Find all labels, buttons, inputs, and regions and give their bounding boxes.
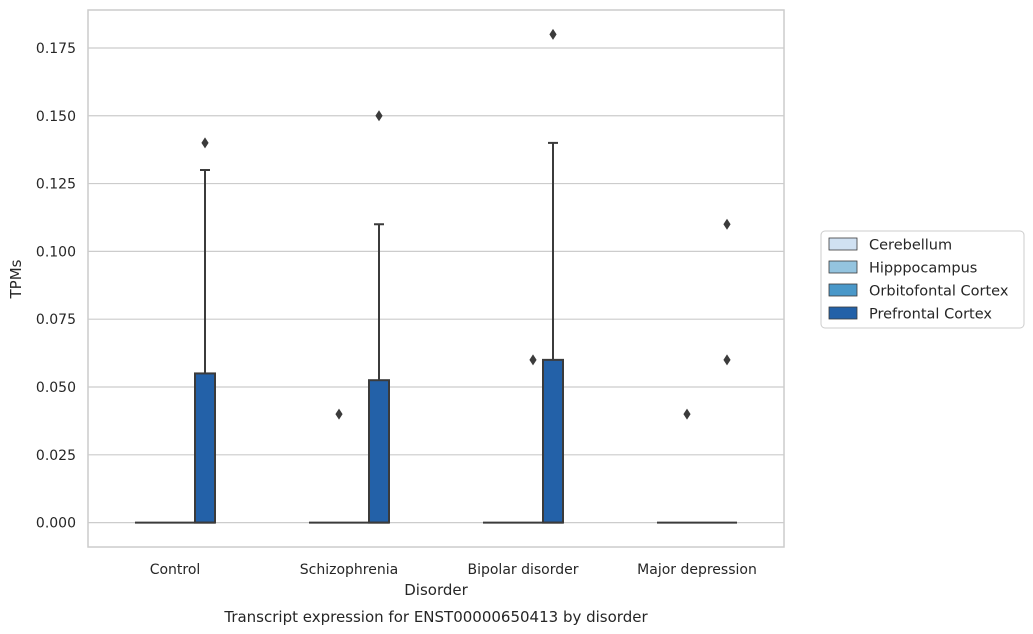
box-group [717,218,737,524]
grid-lines [88,47,784,524]
outlier-point [723,218,731,230]
x-tick-label: Schizophrenia [300,562,398,578]
legend-label: Hipppocampus [869,261,977,277]
legend-swatch [828,306,858,320]
y-tick-label: 0.150 [36,109,76,125]
box-group [677,408,697,524]
legend-swatch [828,260,858,274]
y-tick-label: 0.175 [36,41,76,57]
legend-swatch [828,237,858,251]
x-tick-label: Bipolar disorder [467,562,578,578]
outlier-point [549,28,557,40]
x-axis-title: Disorder [404,581,468,599]
legend-swatch [828,283,858,297]
y-tick-labels: 0.000 0.025 0.050 0.075 0.100 0.125 0.150 0.175 [36,41,76,532]
outlier-point [723,354,731,366]
legend: Cerebellum Hipppocampus Orbitofontal Corte… [820,230,1025,329]
plot-frame [87,9,785,548]
outlier-point [683,408,691,420]
y-tick-label: 0.125 [36,177,76,193]
y-tick-label: 0.025 [36,448,76,464]
y-tick-label: 0.100 [36,244,76,260]
legend-items: Cerebellum Hipppocampus Orbitofontal Corte… [828,237,1009,323]
box-plot-series [135,28,737,524]
box-group [523,354,543,524]
box-group [368,110,390,524]
outlier-point [335,408,343,420]
y-axis-title: TPMs [7,259,25,299]
chart-title: Transcript expression for ENST0000065041… [223,608,648,626]
box-group [329,408,349,524]
y-tick-label: 0.050 [36,380,76,396]
legend-frame [820,230,1025,329]
outlier-point [375,110,383,122]
x-tick-label: Major depression [637,562,757,578]
box-group [194,137,216,524]
box [368,379,390,524]
y-tick-label: 0.000 [36,516,76,532]
x-tick-label: Control [150,562,201,578]
box [542,358,564,524]
outlier-point [201,137,209,149]
legend-label: Cerebellum [869,238,952,254]
legend-label: Prefrontal Cortex [869,307,992,323]
outlier-point [529,354,537,366]
y-tick-label: 0.075 [36,312,76,328]
x-tick-labels: Control Schizophrenia Bipolar disorder Majo… [150,562,757,578]
box-group [542,28,564,524]
legend-label: Orbitofontal Cortex [869,284,1009,300]
box [194,372,216,524]
